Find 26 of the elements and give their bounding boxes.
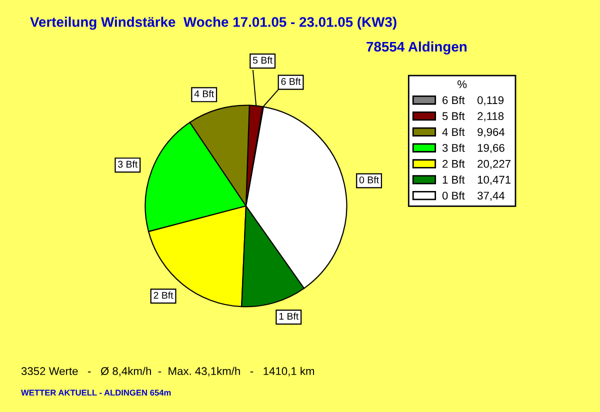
chart-title: Verteilung Windstärke Woche 17.01.05 - 23.01.05 (KW3)	[30, 16, 396, 30]
legend-label: 3 Bft	[442, 144, 465, 152]
legend-label: 2 Bft	[442, 160, 465, 168]
legend-label: 0 Bft	[442, 191, 465, 200]
data-label: 9,964	[478, 128, 505, 138]
slice-label: 3 Bft	[118, 160, 138, 168]
data-label: 20,227	[478, 160, 510, 170]
legend-label: 1 Bft	[442, 176, 465, 184]
chart-subtitle: 78554 Aldingen	[366, 41, 467, 54]
data-label: 2,118	[478, 112, 504, 122]
data-label: 37,44	[477, 192, 505, 201]
legend-label: 4 Bft	[442, 128, 465, 136]
slice-label: 2 Bft	[154, 292, 174, 299]
data-label: 0,119	[478, 96, 504, 106]
slice-label: 4 Bft	[194, 90, 214, 98]
data-label: 19,66	[478, 144, 504, 154]
slice-label: 6 Bft	[281, 78, 301, 85]
legend-label: 6 Bft	[442, 96, 465, 104]
legend-label: 5 Bft	[442, 112, 465, 120]
slice-label: 5 Bft	[252, 56, 273, 64]
text: 3352 Werte - Ø 8,4km/h - Max. 43,1km/h - 1410,1 km	[21, 366, 314, 376]
legend-title: %	[458, 80, 467, 88]
data-label: 10,471	[478, 176, 511, 185]
slice-label: 0 Bft	[359, 176, 379, 184]
slice-label: 1 Bft	[279, 312, 299, 320]
text: WETTER AKTUELL - ALDINGEN 654m	[21, 390, 171, 396]
